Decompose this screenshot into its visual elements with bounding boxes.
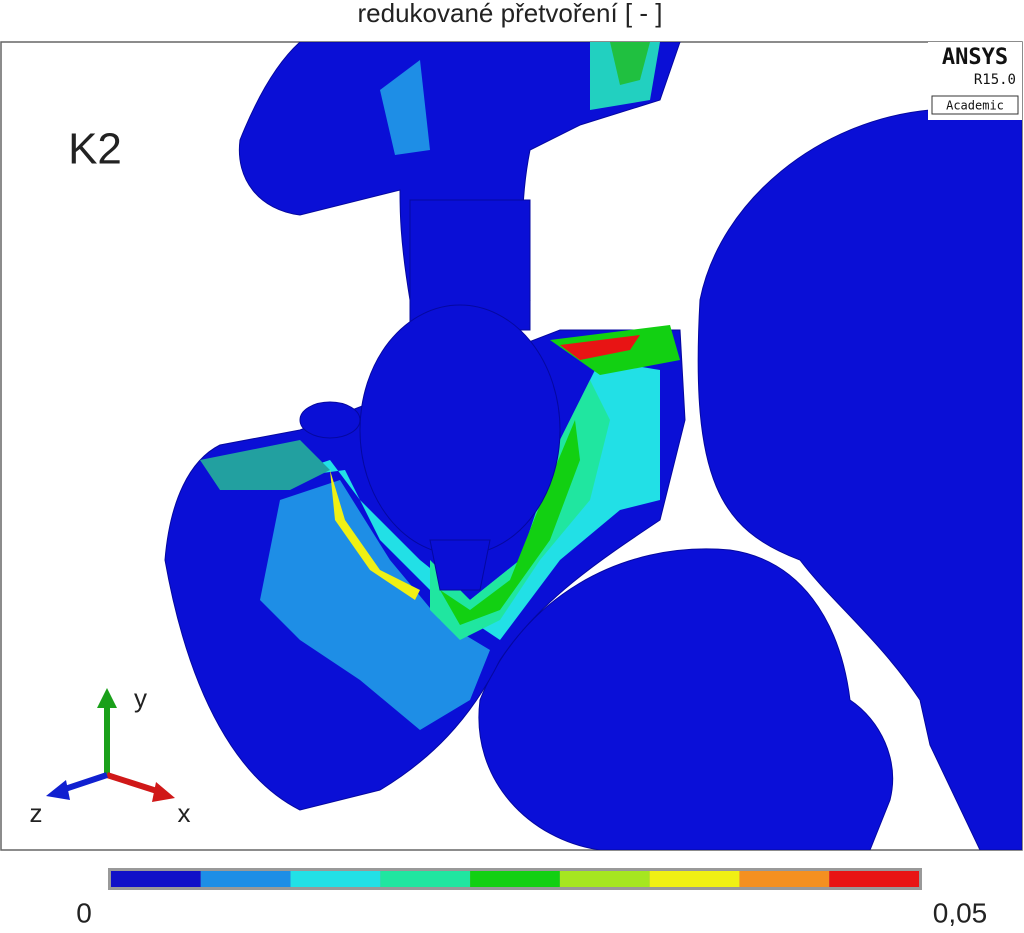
legend-band	[380, 871, 471, 887]
legend-band	[290, 871, 381, 887]
fea-model	[164, 42, 1022, 850]
model-label: K2	[68, 125, 122, 174]
title: redukované přetvoření [ - ]	[358, 0, 663, 28]
triad-x: x	[178, 798, 191, 828]
legend-band	[829, 871, 919, 887]
ansys-logo: ANSYS R15.0 Academic	[928, 42, 1022, 120]
logo-brand: ANSYS	[942, 45, 1008, 70]
legend-band	[111, 871, 201, 887]
legend-band	[470, 871, 560, 887]
legend-max: 0,05	[933, 897, 988, 928]
legend-band	[559, 871, 650, 887]
triad-z: z	[30, 798, 43, 828]
logo-edition: Academic	[946, 99, 1004, 113]
logo-version: R15.0	[974, 72, 1016, 88]
viewport: K2 ANSYS R15.0 Academic y x z	[0, 41, 1023, 851]
axis-triad: y x z	[30, 683, 191, 828]
triad-y: y	[134, 683, 147, 713]
legend-band	[649, 871, 740, 887]
color-legend: 0 0,05	[76, 868, 987, 928]
legend-band	[200, 871, 291, 887]
legend-min: 0	[76, 897, 92, 928]
legend-band	[739, 871, 830, 887]
